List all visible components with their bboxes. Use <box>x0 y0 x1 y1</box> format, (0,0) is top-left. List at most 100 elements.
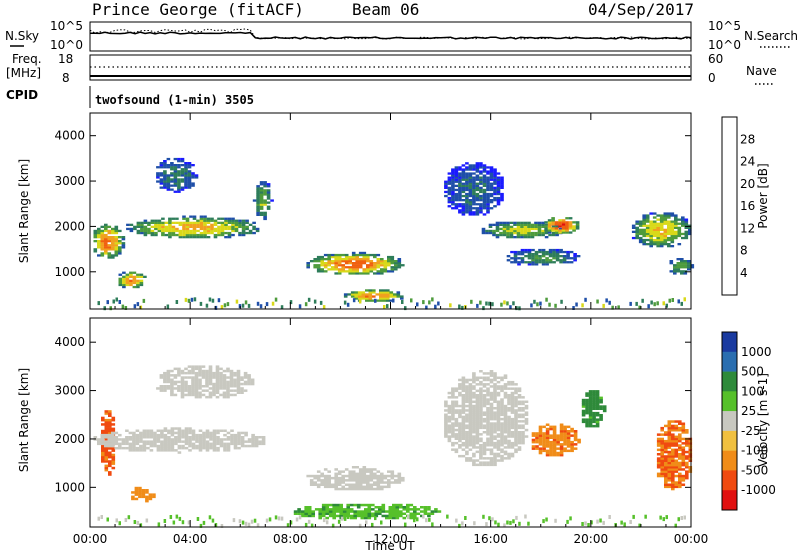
power-cell-9 <box>531 261 535 264</box>
velocity-cell-6 <box>465 400 469 403</box>
velocity-cell-6 <box>475 428 480 432</box>
power-cell-4 <box>263 189 267 192</box>
power-cell-2 <box>185 227 190 231</box>
velocity-near-cell <box>662 517 665 522</box>
power-cell-5 <box>330 262 335 265</box>
velocity-cell-2 <box>146 446 150 450</box>
power-cell-2 <box>206 221 211 224</box>
velocity-cell-4 <box>366 470 370 473</box>
power-cell-3 <box>170 174 174 177</box>
velocity-cell-6 <box>489 433 494 436</box>
power-cell-10 <box>561 229 566 232</box>
velocity-cell-6 <box>514 431 518 434</box>
power-cell-1 <box>136 275 140 278</box>
velocity-cell-7 <box>566 434 571 437</box>
velocity-cell-8 <box>585 407 589 410</box>
velocity-cell-5 <box>381 514 386 518</box>
power-cell-7 <box>472 178 476 181</box>
velocity-cell-2 <box>198 446 203 450</box>
velocity-cell-4 <box>341 487 345 491</box>
power-cell-7 <box>482 170 487 173</box>
power-cell-11 <box>670 240 675 244</box>
power-cell-2 <box>199 221 204 224</box>
velocity-cell-2 <box>184 431 189 435</box>
power-cell-8 <box>551 231 556 235</box>
velocity-cell-6 <box>475 378 480 382</box>
power-cell-7 <box>472 192 476 196</box>
power-cell-6 <box>347 293 351 296</box>
power-cell-9 <box>569 257 574 260</box>
power-cell-6 <box>372 299 376 302</box>
power-cell-8 <box>548 233 552 237</box>
velocity-cell-4 <box>362 466 367 469</box>
velocity-cell-9 <box>667 439 672 443</box>
velocity-cell-7 <box>563 443 567 446</box>
power-cell-11 <box>638 224 643 227</box>
velocity-cell-9 <box>681 442 686 445</box>
velocity-cell-3 <box>229 378 234 381</box>
power-cell-0 <box>111 244 115 247</box>
power-cell-2 <box>234 229 239 233</box>
velocity-cell-6 <box>465 450 469 454</box>
velocity-cell-9 <box>664 463 668 467</box>
power-cell-9 <box>531 257 535 260</box>
power-cell-2 <box>185 217 190 220</box>
power-cell-2 <box>182 223 186 226</box>
velocity-cell-3 <box>201 369 206 373</box>
velocity-cell-5 <box>374 506 379 509</box>
velocity-cell-2 <box>93 438 98 441</box>
power-cell-8 <box>520 221 524 224</box>
velocity-cell-2 <box>184 442 189 446</box>
power-cell-8 <box>502 233 507 237</box>
velocity-cell-7 <box>535 434 539 437</box>
velocity-cell-6 <box>514 441 518 445</box>
velocity-cell-9 <box>674 444 679 447</box>
velocity-cell-3 <box>205 395 209 399</box>
velocity-near-cell <box>584 521 587 526</box>
power-cell-2 <box>185 221 190 224</box>
power-cell-0 <box>114 252 119 255</box>
power-cell-5 <box>387 260 391 263</box>
velocity-cell-4 <box>341 481 345 484</box>
velocity-cell-5 <box>353 503 357 507</box>
velocity-cell-8 <box>592 411 596 415</box>
velocity-near-cell <box>566 519 569 524</box>
power-cell-0 <box>111 248 115 251</box>
velocity-cell-6 <box>468 411 473 414</box>
power-cell-11 <box>649 236 653 240</box>
power-cell-11 <box>649 232 653 236</box>
velocity-cell-2 <box>167 440 171 443</box>
velocity-cell-2 <box>139 438 143 441</box>
velocity-cell-6 <box>507 446 511 449</box>
power-cell-7 <box>454 203 459 206</box>
power-cell-6 <box>379 291 383 294</box>
velocity-cell-2 <box>153 444 157 448</box>
power-cell-7 <box>461 209 466 212</box>
freq-unit-label: [MHz] <box>6 66 41 80</box>
velocity-cell-6 <box>500 450 504 454</box>
velocity-cell-7 <box>538 436 543 439</box>
beam-label: Beam 06 <box>352 0 419 19</box>
power-cell-7 <box>486 170 490 173</box>
velocity-cell-6 <box>489 457 494 460</box>
power-cell-5 <box>397 262 402 265</box>
velocity-cell-9 <box>678 476 682 480</box>
power-cell-6 <box>361 295 366 298</box>
velocity-cell-2 <box>254 442 259 446</box>
velocity-cell-6 <box>486 376 490 379</box>
velocity-cell-5 <box>409 516 414 520</box>
velocity-cell-2 <box>174 442 178 446</box>
velocity-cell-7 <box>545 436 550 439</box>
power-cell-5 <box>358 258 363 261</box>
power-cell-7 <box>489 207 494 210</box>
velocity-cell-4 <box>323 485 328 489</box>
power-cell-5 <box>341 264 345 267</box>
velocity-cell-6 <box>461 424 466 427</box>
power-cell-2 <box>231 223 235 226</box>
power-cell-7 <box>447 201 452 204</box>
velocity-cell-0 <box>101 458 105 461</box>
velocity-cell-7 <box>570 445 574 448</box>
velocity-cell-8 <box>595 424 600 428</box>
velocity-cell-6 <box>496 413 501 416</box>
velocity-cell-2 <box>118 444 122 448</box>
